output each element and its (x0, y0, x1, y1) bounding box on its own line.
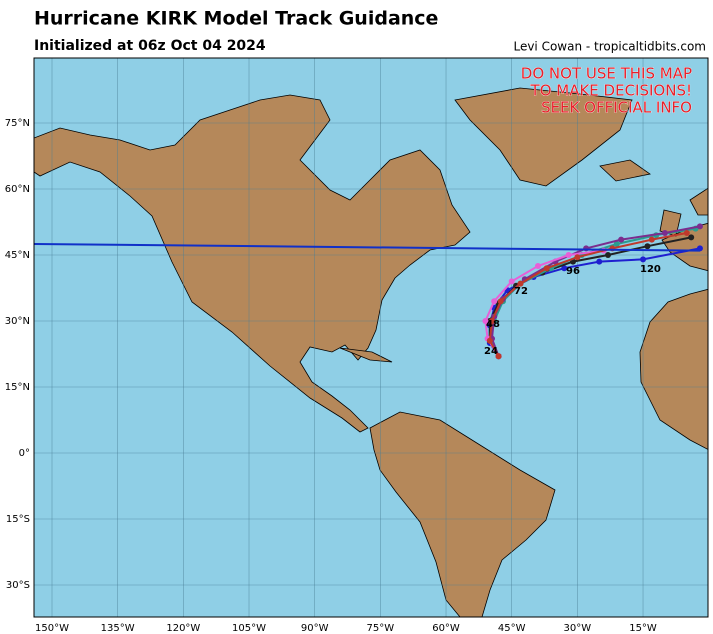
iceland (599, 159, 651, 182)
lat-label: 30°S (6, 580, 30, 591)
credit: Levi Cowan - tropicaltidbits.com (513, 40, 706, 54)
greenland (454, 87, 633, 187)
track-point (495, 353, 502, 360)
hour-label: 48 (486, 319, 500, 330)
track-point (618, 236, 625, 243)
lon-label: 75°W (367, 623, 395, 634)
warning: TO MAKE DECISIONS! (530, 82, 692, 100)
track-point (565, 252, 572, 258)
track-point (491, 298, 498, 305)
track-point (543, 265, 550, 272)
lat-label: 0° (19, 448, 30, 459)
track (34, 243, 700, 252)
cuba (339, 347, 393, 363)
subtitle: Initialized at 06z Oct 04 2024 (34, 38, 266, 54)
hour-label: 72 (514, 286, 528, 297)
track-point (596, 258, 603, 265)
lat-label: 15°N (5, 382, 30, 393)
hour-label: 24 (484, 346, 498, 357)
track (488, 232, 687, 357)
track-point (508, 278, 515, 285)
hour-label: 96 (566, 266, 580, 277)
map: 24 48 72 96 120 DO NOT USE THIS MAP TO M… (34, 58, 708, 617)
track-point (574, 254, 581, 261)
track-point (488, 318, 495, 324)
track-point (534, 263, 541, 269)
lon-label: 105°W (232, 623, 266, 634)
lat-label: 45°N (5, 250, 30, 261)
track-point (683, 230, 690, 236)
track-point (688, 234, 695, 241)
track-point (517, 280, 524, 287)
lon-label: 135°W (101, 623, 135, 634)
south-america (369, 411, 556, 617)
lat-label: 30°N (5, 316, 30, 327)
track-point (583, 245, 590, 252)
lon-label: 120°W (166, 623, 200, 634)
track-point (497, 298, 504, 305)
track-point (486, 337, 493, 344)
lon-label: 30°W (564, 623, 592, 634)
map-frame (33, 57, 709, 618)
track-point (696, 223, 703, 230)
track-point (482, 318, 489, 324)
africa (639, 288, 708, 450)
track-point (605, 252, 612, 258)
lon-label: 45°W (498, 623, 526, 634)
track-point (613, 241, 620, 247)
warning: DO NOT USE THIS MAP (521, 65, 692, 83)
hour-label: 120 (640, 264, 661, 275)
north-america (34, 94, 471, 433)
track-point (661, 230, 668, 236)
warning: SEEK OFFICIAL INFO (541, 99, 692, 117)
track-point (644, 243, 651, 250)
lat-label: 75°N (5, 118, 30, 129)
lon-label: 15°W (629, 623, 657, 634)
lon-label: 60°W (432, 623, 460, 634)
track-point (640, 256, 647, 263)
lat-label: 60°N (5, 184, 30, 195)
lon-label: 150°W (35, 623, 69, 634)
lon-label: 90°W (301, 623, 329, 634)
track-point (648, 236, 655, 243)
title: Hurricane KIRK Model Track Guidance (34, 8, 438, 30)
lat-label: 15°S (6, 514, 30, 525)
track-point (561, 265, 568, 272)
track (490, 225, 701, 357)
